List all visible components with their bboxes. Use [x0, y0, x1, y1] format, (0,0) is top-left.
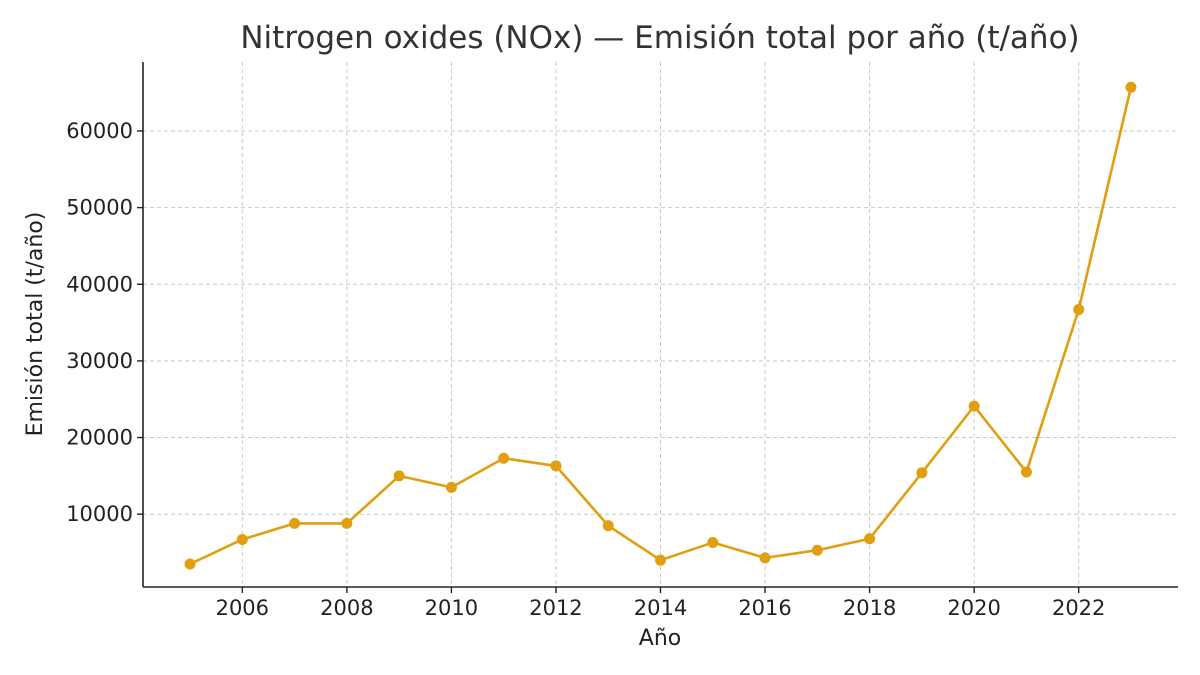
x-tick-label: 2006 [216, 596, 269, 620]
data-point [655, 554, 666, 566]
chart-title: Nitrogen oxides (NOx) — Emisión total po… [240, 20, 1079, 56]
data-point [1020, 466, 1032, 478]
y-tick-label: 60000 [66, 119, 133, 143]
x-tick-label: 2010 [425, 596, 478, 620]
x-tick-label: 2020 [947, 596, 1000, 620]
x-tick-label: 2022 [1052, 596, 1105, 620]
y-tick-label: 50000 [66, 196, 133, 220]
data-point [759, 552, 771, 564]
data-point [602, 520, 614, 532]
data-point [341, 517, 353, 529]
series-layer [184, 81, 1137, 570]
data-point [550, 460, 562, 472]
y-tick-label: 20000 [66, 426, 133, 450]
y-tick-label: 30000 [66, 349, 133, 373]
x-tick-label: 2008 [320, 596, 373, 620]
data-point [184, 558, 196, 570]
data-point [498, 452, 510, 464]
data-point [1125, 81, 1137, 93]
y-tick-label: 40000 [66, 272, 133, 296]
x-axis-label: Año [639, 626, 681, 651]
x-tick-label: 2016 [738, 596, 791, 620]
grid-layer [143, 62, 1178, 587]
x-tick-label: 2012 [529, 596, 582, 620]
data-point [445, 481, 457, 493]
data-point [707, 537, 719, 549]
data-point [289, 517, 301, 529]
data-point [968, 400, 980, 412]
y-tick-label: 10000 [66, 502, 133, 526]
x-tick-label: 2014 [634, 596, 687, 620]
data-point [393, 470, 405, 482]
data-point [916, 467, 928, 479]
data-point [864, 533, 876, 545]
x-tick-label: 2018 [843, 596, 896, 620]
data-point [236, 533, 248, 545]
data-point [811, 544, 823, 556]
data-point [1073, 304, 1085, 316]
y-axis-label: Emisión total (t/año) [23, 212, 48, 437]
axis-layer: 2006 2008 2010 2012 2014 2016 2018 2020 2022 1000… [66, 62, 1178, 620]
